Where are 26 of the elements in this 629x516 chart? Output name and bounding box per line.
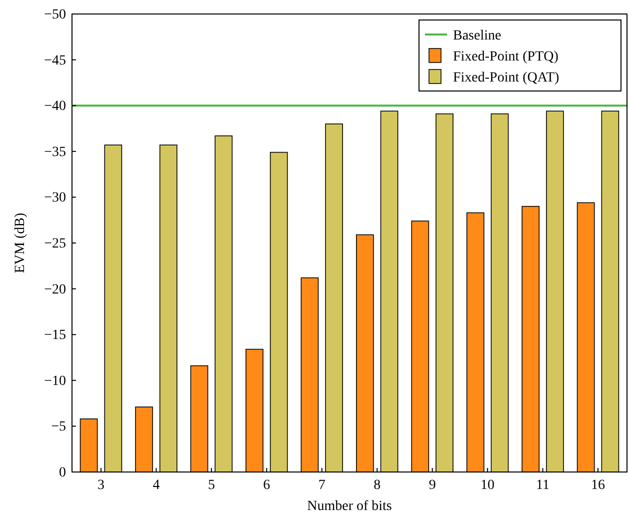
y-tick-label: −15 <box>44 328 66 344</box>
legend-label: Baseline <box>453 28 502 44</box>
y-tick-label: 0 <box>59 465 66 480</box>
y-tick-label: −45 <box>44 53 66 68</box>
y-axis-title: EVM (dB) <box>13 212 28 274</box>
legend-label: Fixed-Point (PTQ) <box>453 50 559 64</box>
x-tick-label: 9 <box>428 478 436 493</box>
y-tick-label: −30 <box>44 190 66 206</box>
x-tick-label: 11 <box>536 478 550 493</box>
y-tick-label: −35 <box>44 144 66 160</box>
x-axis-title: Number of bits <box>307 499 392 514</box>
x-tick-label: 3 <box>97 478 104 493</box>
y-tick-label: −25 <box>44 236 66 252</box>
x-tick-label: 4 <box>152 478 160 493</box>
legend-label: Fixed-Point (QAT) <box>453 70 560 86</box>
y-tick-label: −10 <box>44 374 66 389</box>
y-tick-label: −50 <box>44 7 66 22</box>
x-tick-label: 10 <box>480 478 495 493</box>
y-tick-label: −20 <box>44 282 66 298</box>
x-tick-label: 6 <box>263 478 270 493</box>
y-tick-label: −5 <box>51 420 66 435</box>
x-tick-label: 8 <box>374 478 381 493</box>
x-tick-label: 16 <box>591 478 606 493</box>
x-tick-label: 5 <box>208 478 215 493</box>
x-tick-label: 7 <box>318 478 326 493</box>
y-tick-label: −40 <box>44 99 66 114</box>
